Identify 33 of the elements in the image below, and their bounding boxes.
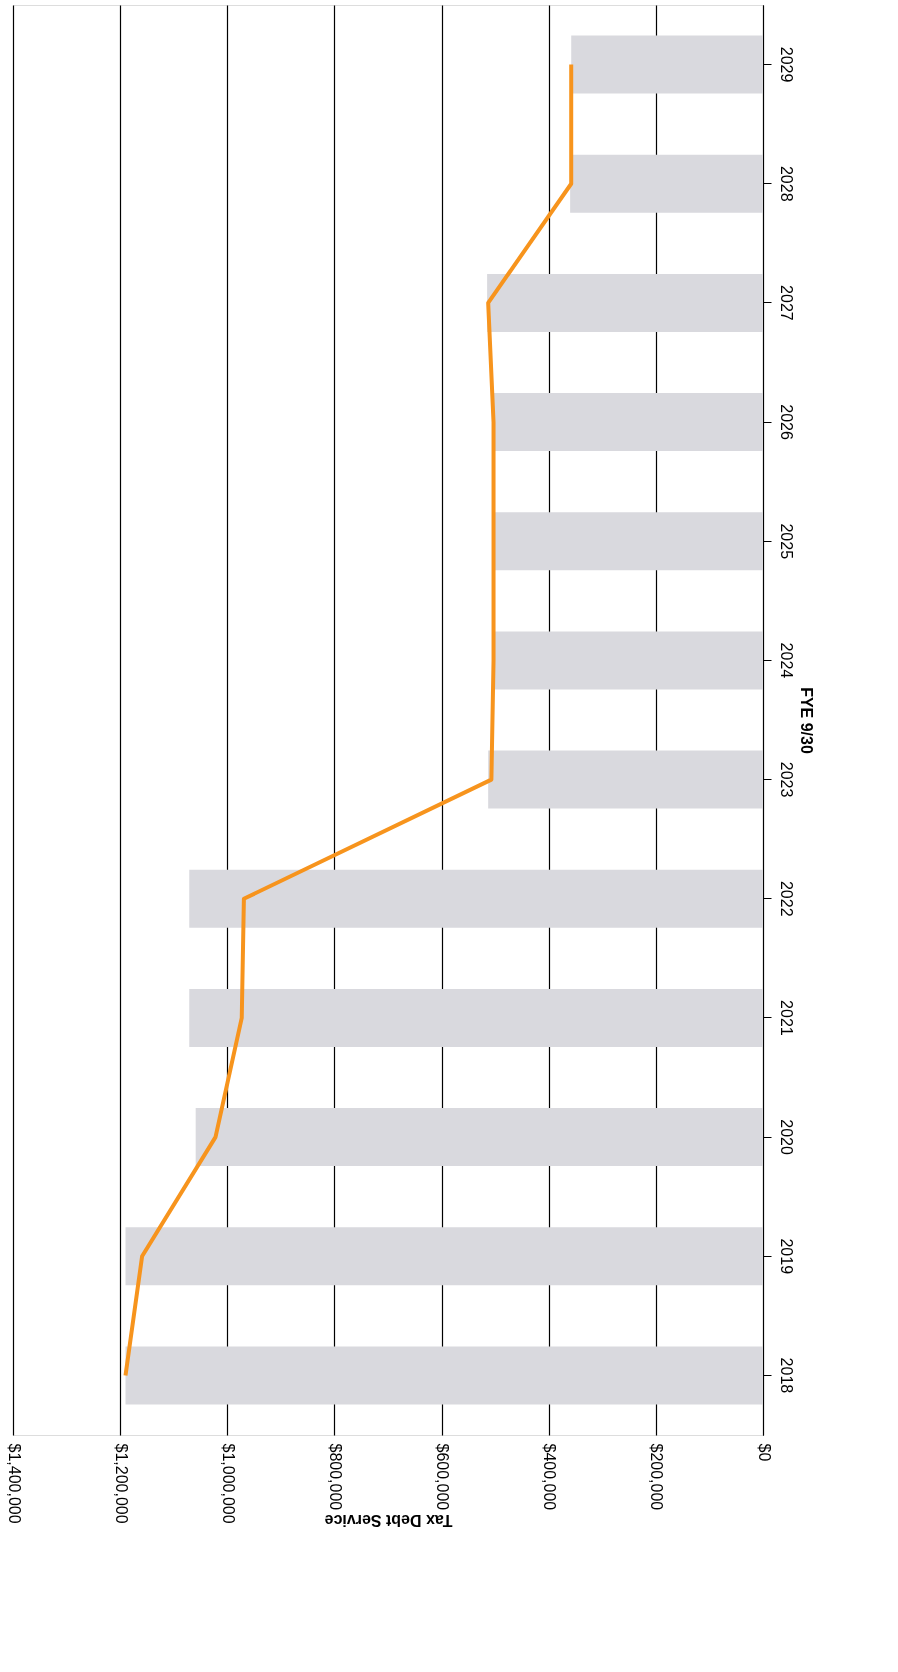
bar [488,750,763,809]
bar [195,1108,763,1167]
bar [492,393,763,452]
y-tick-label: 2024 [777,642,795,679]
y-tick-label: 2029 [777,46,795,83]
bar [571,35,763,94]
bar [189,988,763,1047]
y-tick-label: 2020 [777,1119,795,1155]
x-tick-label: $600,000 [434,1443,452,1511]
bar [570,154,763,213]
x-tick-label: $1,400,000 [5,1443,23,1524]
bar [125,1227,763,1286]
x-tick-label: $1,200,000 [112,1443,130,1524]
y-tick-label: 2019 [777,1238,795,1275]
y-tick-label: 2027 [777,285,795,321]
x-tick-label: $200,000 [648,1443,666,1511]
y-axis-title: FYE 9/30 [797,687,815,754]
y-tick-label: 2023 [777,761,795,798]
bar [492,631,763,690]
x-tick-label: $0 [755,1443,773,1462]
x-tick-label: $1,000,000 [219,1443,237,1524]
y-tick-label: 2025 [777,523,795,560]
x-tick-label: $400,000 [541,1443,559,1511]
y-tick-label: 2018 [777,1357,795,1394]
y-tick-label: 2026 [777,404,795,440]
bar [487,273,763,332]
bar [189,869,763,928]
y-tick-label: 2028 [777,165,795,202]
x-axis-title: Tax Debt Service [324,1511,453,1529]
y-tick-label: 2022 [777,880,795,917]
x-tick-label: $800,000 [326,1443,344,1511]
y-tick-label: 2021 [777,1000,795,1036]
bar [125,1346,763,1405]
